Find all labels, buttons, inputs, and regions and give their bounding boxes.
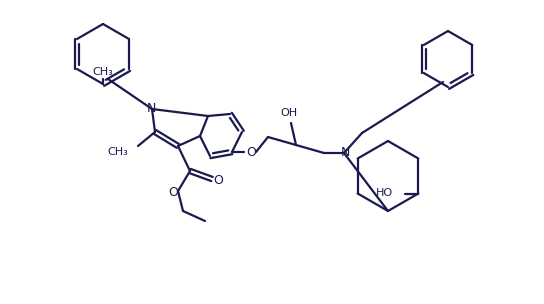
Text: O: O	[246, 146, 256, 158]
Text: OH: OH	[281, 108, 298, 118]
Text: N: N	[341, 146, 350, 158]
Text: O: O	[168, 185, 178, 199]
Text: HO: HO	[376, 188, 393, 199]
Text: N: N	[146, 102, 156, 115]
Text: CH₃: CH₃	[107, 147, 128, 157]
Text: O: O	[213, 174, 223, 186]
Text: CH₃: CH₃	[92, 67, 113, 77]
